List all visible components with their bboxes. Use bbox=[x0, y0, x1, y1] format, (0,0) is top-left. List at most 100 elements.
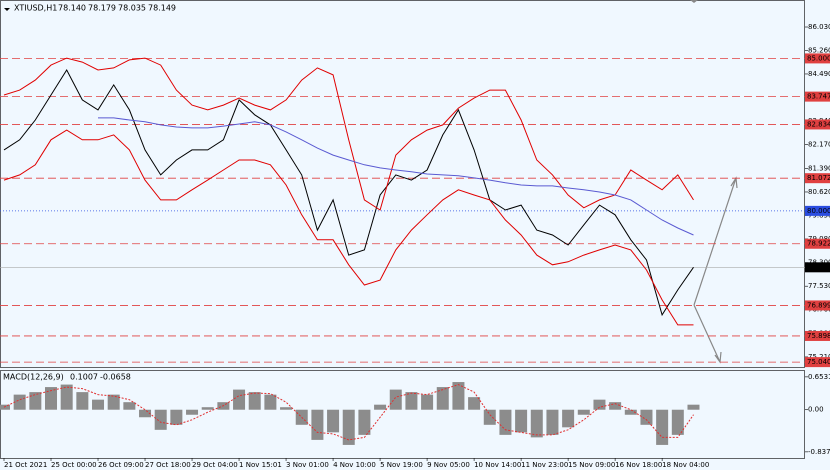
macd-bar bbox=[468, 397, 481, 410]
x-tick-label: 16 Nov 18:00 bbox=[615, 461, 662, 469]
macd-bar bbox=[687, 404, 700, 410]
x-tick-label: 18 Nov 04:00 bbox=[662, 461, 709, 469]
x-tick-label: 9 Nov 05:00 bbox=[427, 461, 470, 469]
level-box bbox=[805, 173, 830, 184]
macd-bar bbox=[264, 394, 277, 410]
last-price-label: 78.149 bbox=[807, 263, 830, 271]
ohlc-readout: 78.149 bbox=[148, 4, 176, 13]
y-tick-label: 85.260 bbox=[808, 46, 830, 54]
y-tick-label: 82.170 bbox=[808, 141, 830, 149]
ohlc-readout: 78.179 bbox=[88, 4, 116, 13]
macd-bar bbox=[405, 392, 418, 410]
macd-frame bbox=[0, 370, 805, 459]
ohlc-readout: 78.140 bbox=[58, 4, 86, 13]
x-tick-label: 29 Oct 04:00 bbox=[192, 461, 238, 469]
macd-bar bbox=[311, 409, 324, 440]
macd-bar bbox=[515, 409, 528, 433]
macd-bar bbox=[530, 409, 543, 438]
macd-bar bbox=[342, 409, 355, 445]
main-frame bbox=[0, 0, 805, 368]
macd-bar bbox=[248, 392, 261, 410]
x-tick-label: 1 Nov 15:01 bbox=[239, 461, 282, 469]
indicator-line bbox=[98, 117, 694, 236]
y-tick-label: 86.030 bbox=[808, 23, 830, 31]
scroll-marker bbox=[690, 0, 698, 3]
x-tick-label: 15 Nov 09:00 bbox=[568, 461, 615, 469]
y-tick-label: 80.620 bbox=[808, 188, 830, 196]
macd-bar bbox=[76, 392, 89, 410]
x-tick-label: 3 Nov 01:00 bbox=[286, 461, 329, 469]
macd-bar bbox=[656, 409, 669, 445]
x-tick-label: 25 Oct 00:00 bbox=[51, 461, 97, 469]
y-tick-label: 75.210 bbox=[808, 353, 830, 361]
level-box bbox=[805, 238, 830, 249]
x-tick-label: 10 Nov 14:00 bbox=[474, 461, 521, 469]
indicator-line bbox=[3, 57, 694, 211]
level-label: 81.072 bbox=[807, 174, 830, 182]
macd-bar bbox=[123, 402, 136, 410]
x-tick-label: 4 Nov 10:00 bbox=[333, 461, 376, 469]
symbol: XTIUSD,H1 bbox=[14, 4, 57, 13]
macd-bar bbox=[483, 409, 496, 425]
level-box bbox=[805, 330, 830, 341]
level-box bbox=[805, 53, 830, 64]
macd-bar bbox=[139, 409, 152, 418]
macd-bar bbox=[640, 409, 653, 425]
x-tick-label: 11 Nov 23:00 bbox=[521, 461, 568, 469]
macd-bar bbox=[280, 407, 293, 410]
level-label: 85.000 bbox=[807, 54, 830, 62]
level-box bbox=[805, 357, 830, 368]
y-tick-label: 77.530 bbox=[808, 282, 830, 290]
macd-readout: -0.0658 bbox=[100, 373, 131, 382]
macd-bar bbox=[624, 409, 637, 415]
level-box bbox=[805, 119, 830, 130]
level-label: 82.834 bbox=[807, 120, 830, 128]
macd-bar bbox=[233, 389, 246, 410]
macd-bar bbox=[593, 399, 606, 410]
level-label: 75.898 bbox=[807, 332, 830, 340]
macd-bar bbox=[327, 409, 340, 433]
x-tick-label: 27 Oct 18:00 bbox=[145, 461, 191, 469]
level-box bbox=[805, 91, 830, 102]
macd-bar bbox=[170, 409, 183, 425]
macd-bar bbox=[45, 387, 58, 410]
macd-bar bbox=[452, 382, 465, 410]
level-label: 83.747 bbox=[807, 93, 830, 101]
macd-bar bbox=[499, 409, 512, 435]
y-tick-label: 0.00 bbox=[808, 406, 824, 414]
level-label: 75.040 bbox=[807, 358, 830, 366]
macd-bar bbox=[154, 409, 167, 430]
y-tick-label: -0.8379 bbox=[808, 448, 830, 456]
macd-bar bbox=[577, 409, 590, 415]
indicator-line bbox=[3, 129, 694, 326]
macd-bar bbox=[29, 392, 42, 410]
last-price-box bbox=[805, 262, 830, 273]
macd-bar bbox=[201, 407, 214, 410]
macd-title: MACD(12,26,9) bbox=[3, 373, 64, 382]
macd-bar bbox=[13, 394, 26, 410]
y-tick-label: 81.390 bbox=[808, 164, 830, 172]
ohlc-readout: 78.035 bbox=[118, 4, 146, 13]
macd-bar bbox=[671, 409, 684, 435]
macd-bar bbox=[186, 409, 199, 415]
macd-bar bbox=[107, 394, 120, 410]
price-line bbox=[3, 68, 694, 317]
pivot-label: 80.000 bbox=[807, 207, 830, 215]
macd-bar bbox=[562, 409, 575, 428]
y-tick-label: 0.6531 bbox=[808, 373, 830, 381]
macd-bar bbox=[374, 404, 387, 410]
y-tick-label: 84.490 bbox=[808, 70, 830, 78]
macd-bar bbox=[546, 409, 559, 435]
macd-bar bbox=[358, 409, 371, 435]
level-label: 78.922 bbox=[807, 240, 830, 248]
signal-line bbox=[3, 384, 694, 441]
level-box bbox=[805, 300, 830, 311]
x-tick-label: 5 Nov 19:00 bbox=[380, 461, 423, 469]
macd-bar bbox=[421, 394, 434, 410]
x-tick-label: 26 Oct 09:00 bbox=[98, 461, 144, 469]
macd-readout: 0.1007 bbox=[70, 373, 98, 382]
pivot-box bbox=[805, 205, 830, 216]
macd-bar bbox=[60, 384, 73, 410]
